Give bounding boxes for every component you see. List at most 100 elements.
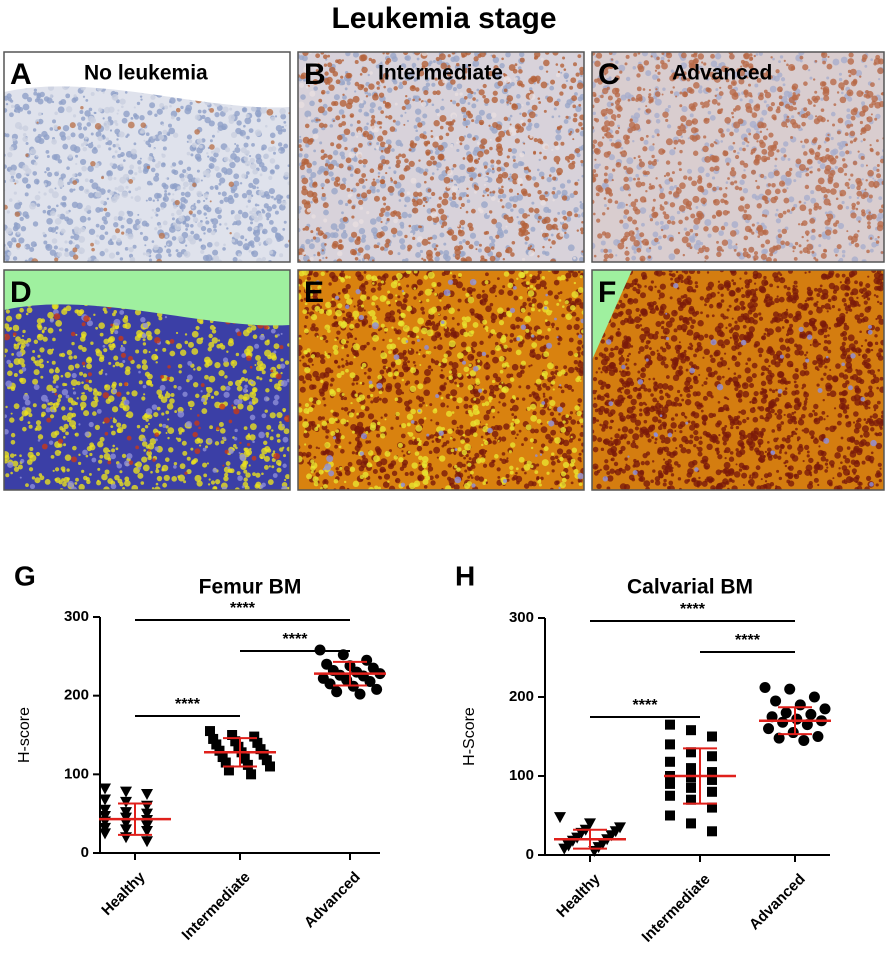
stain [41, 404, 46, 409]
stain [299, 136, 301, 138]
stain [770, 197, 776, 203]
stain [866, 94, 871, 99]
stain [447, 184, 451, 188]
stain [34, 162, 38, 166]
stain [726, 181, 729, 184]
stain [72, 247, 77, 252]
stain [558, 115, 560, 117]
stain [560, 218, 564, 222]
stain [197, 480, 203, 486]
stain [618, 202, 623, 207]
stain [88, 143, 94, 149]
stain [147, 374, 153, 380]
stain [242, 107, 247, 112]
stain [378, 106, 382, 110]
stain [858, 151, 860, 153]
stain [127, 233, 133, 239]
stain [137, 425, 140, 428]
stain [515, 63, 518, 66]
stain [534, 55, 538, 59]
stain [432, 160, 437, 165]
stain [246, 114, 250, 118]
stain [62, 428, 66, 432]
stain [73, 388, 75, 390]
stain [678, 139, 681, 142]
stain [343, 217, 348, 222]
stain [718, 128, 723, 133]
stain [846, 89, 853, 96]
stain [505, 202, 512, 209]
stain [143, 342, 146, 345]
stain [800, 56, 804, 60]
stain [439, 233, 444, 238]
stain [30, 148, 36, 154]
stain [789, 91, 792, 94]
stain [178, 475, 185, 482]
stain [361, 192, 367, 198]
stain [509, 102, 511, 104]
stain [446, 133, 450, 137]
stain [13, 325, 20, 332]
stain [209, 144, 215, 150]
stain [490, 139, 492, 141]
stain [161, 153, 163, 155]
stain [212, 337, 218, 343]
stain [876, 173, 881, 178]
stain [861, 101, 865, 105]
stain [802, 236, 804, 238]
stain [407, 120, 409, 122]
stain [776, 218, 781, 223]
stain [206, 387, 212, 393]
stain [471, 172, 477, 178]
stain [89, 442, 94, 447]
stain [338, 182, 340, 184]
stain [27, 338, 31, 342]
stain [52, 139, 55, 142]
stain [438, 201, 440, 203]
stain [548, 239, 551, 242]
stain [405, 258, 409, 262]
stain [381, 150, 384, 153]
stain [140, 481, 144, 485]
stain [385, 206, 390, 211]
stain [275, 165, 280, 170]
stain [95, 425, 100, 430]
stain [419, 98, 421, 100]
stain [351, 215, 354, 218]
stain [114, 216, 119, 221]
stain [14, 454, 16, 456]
stain [24, 173, 26, 175]
stain [677, 126, 680, 129]
stain [772, 58, 775, 61]
stain [46, 167, 50, 171]
stain [337, 251, 342, 256]
stain [492, 122, 498, 128]
stain [226, 227, 228, 229]
stain [241, 174, 246, 179]
stain [18, 200, 20, 202]
stain [805, 173, 809, 177]
stain [430, 156, 435, 161]
stain [345, 87, 348, 90]
stain [190, 231, 194, 235]
stain [596, 219, 600, 223]
stain [781, 77, 785, 81]
stain [671, 180, 673, 182]
stain [14, 110, 16, 112]
stain [550, 246, 552, 248]
stain [410, 85, 416, 91]
stain [93, 314, 95, 316]
stain [399, 238, 405, 244]
stain [412, 207, 418, 213]
stain [52, 191, 59, 198]
stain [729, 54, 735, 60]
stain [483, 84, 487, 88]
stain [83, 126, 87, 130]
stain [122, 118, 128, 124]
stain [783, 154, 786, 157]
stain [44, 183, 47, 186]
stain [108, 395, 115, 402]
stain [691, 180, 697, 186]
stain [180, 350, 186, 356]
stain [172, 236, 177, 241]
